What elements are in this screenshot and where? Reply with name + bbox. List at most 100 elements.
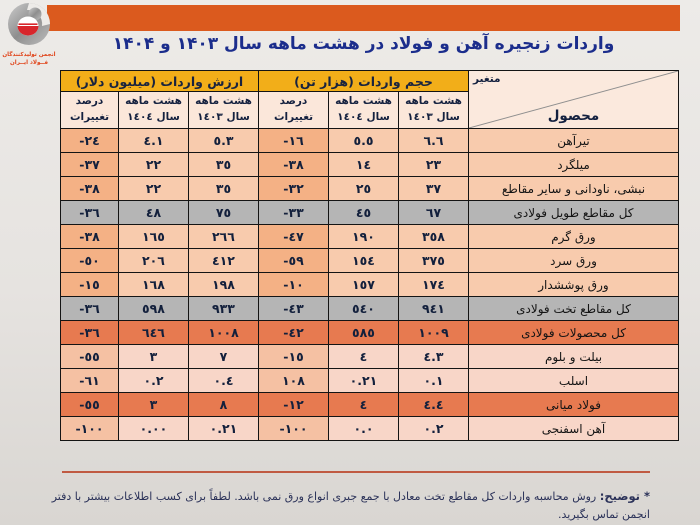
product-name: ورق پوششدار [468,272,679,297]
volume-1404-cell: ١٥٧ [328,272,399,297]
footer-separator-line [62,471,650,473]
value-1404-cell: ٤.١ [118,128,189,153]
volume-change-cell: -٣٣ [258,200,329,225]
value-change-cell: -٣٨ [60,224,119,249]
volume-change-cell: -١٠ [258,272,329,297]
product-name: کل محصولات فولادی [468,320,679,345]
imports-table-container: متغیر محصول حجم واردات (هزار تن) ارزش وا… [60,70,679,441]
value-change-cell: -١٥ [60,272,119,297]
value-1403-cell: ٣٥ [188,176,259,201]
value-1403-cell: ٠.٢١ [188,416,259,441]
sub-header-row: هشت ماهه سال ١٤٠٣ هشت ماهه سال ١٤٠٤ درصد… [60,91,679,129]
volume-1404-cell: ٤ [328,392,399,417]
value-1403-cell: ٠.٤ [188,368,259,393]
table-row: آهن اسفنجی ٠.٢ ٠.٠ -١٠٠ ٠.٢١ ٠.٠٠ -١٠٠ [60,416,679,441]
volume-1403-cell: ٦.٦ [398,128,469,153]
product-name: نبشی، ناودانی و سایر مقاطع [468,176,679,201]
table-row: کل مقاطع تخت فولادی ٩٤١ ٥٤٠ -٤٣ ٩٣٣ ٥٩٨ -٣٦ [60,296,679,321]
value-change-cell: -٥٥ [60,392,119,417]
volume-1403-header: هشت ماهه سال ١٤٠٣ [398,91,469,129]
volume-1403-cell: ١٧٤ [398,272,469,297]
value-1403-cell: ٤١٢ [188,248,259,273]
volume-1403-cell: ٩٤١ [398,296,469,321]
product-name: کل مقاطع طویل فولادی [468,200,679,225]
volume-change-cell: -١٢ [258,392,329,417]
value-1404-cell: ٠.٢ [118,368,189,393]
association-name-line2: فــولاد ایــران [10,59,48,66]
value-1404-cell: ٥٩٨ [118,296,189,321]
value-1403-cell: ٧ [188,344,259,369]
volume-change-cell: -٣٢ [258,176,329,201]
value-1404-cell: ٤٨ [118,200,189,225]
value-1404-cell: ٢٢ [118,176,189,201]
volume-1403-cell: ٢٣ [398,152,469,177]
volume-change-cell: -٣٨ [258,152,329,177]
value-change-cell: -٢٤ [60,128,119,153]
association-name-line1: انجمن تولیدکنندگان [2,52,56,58]
volume-change-cell: -١٦ [258,128,329,153]
value-1403-cell: ٥.٣ [188,128,259,153]
table-row: اسلب ٠.١ ٠.٢١ ١٠٨ ٠.٤ ٠.٢ -٦١ [60,368,679,393]
value-change-cell: -٥٠ [60,248,119,273]
volume-1403-cell: ٠.١ [398,368,469,393]
value-1404-cell: ٢٠٦ [118,248,189,273]
volume-1404-cell: ١٤ [328,152,399,177]
value-1404-cell: ٦٤٦ [118,320,189,345]
volume-1404-cell: ٢٥ [328,176,399,201]
table-row: نبشی، ناودانی و سایر مقاطع ٣٧ ٢٥ -٣٢ ٣٥ ٢٢ -٣٨ [60,176,679,201]
value-change-cell: -٣٧ [60,152,119,177]
volume-1403-cell: ٤.٤ [398,392,469,417]
table-row: ورق پوششدار ١٧٤ ١٥٧ -١٠ ١٩٨ ١٦٨ -١٥ [60,272,679,297]
value-change-cell: -٣٦ [60,200,119,225]
footnote-text: روش محاسبه واردات کل مقاطع تخت معادل با … [51,490,650,521]
product-name: میلگرد [468,152,679,177]
imports-table: متغیر محصول حجم واردات (هزار تن) ارزش وا… [60,70,679,441]
footnote: * توضیح: روش محاسبه واردات کل مقاطع تخت … [22,487,650,523]
value-1403-cell: ٣٥ [188,152,259,177]
product-name: بیلت و بلوم [468,344,679,369]
volume-1404-cell: ٥.٥ [328,128,399,153]
volume-change-header: درصد تغییرات [258,91,329,129]
value-group-header: ارزش واردات (میلیون دلار) [60,70,259,92]
volume-1404-cell: ١٥٤ [328,248,399,273]
value-1403-cell: ٨ [188,392,259,417]
footnote-label: * توضیح: [599,489,650,503]
table-row: تیرآهن ٦.٦ ٥.٥ -١٦ ٥.٣ ٤.١ -٢٤ [60,128,679,153]
top-banner [47,5,680,31]
volume-1403-cell: ١٠٠٩ [398,320,469,345]
volume-1403-cell: ٣٥٨ [398,224,469,249]
volume-1404-header: هشت ماهه سال ١٤٠٤ [328,91,399,129]
table-body: تیرآهن ٦.٦ ٥.٥ -١٦ ٥.٣ ٤.١ -٢٤ میلگرد ٢٣ ١٤ -٣٨ ٣٥ ٢… [60,128,679,441]
table-row: میلگرد ٢٣ ١٤ -٣٨ ٣٥ ٢٢ -٣٧ [60,152,679,177]
volume-1404-cell: ١٩٠ [328,224,399,249]
value-1404-cell: ٠.٠٠ [118,416,189,441]
value-1403-cell: ٩٣٣ [188,296,259,321]
volume-1404-cell: ٤٥ [328,200,399,225]
value-change-cell: -٣٨ [60,176,119,201]
association-name: انجمن تولیدکنندگان فــولاد ایــران [2,52,56,67]
volume-change-cell: -١٠٠ [258,416,329,441]
corner-product-label: محصول [547,108,600,124]
association-logo: انجمن تولیدکنندگان فــولاد ایــران [2,1,56,67]
value-change-cell: -٥٥ [60,344,119,369]
value-1403-cell: ٧٥ [188,200,259,225]
value-1403-header: هشت ماهه سال ١٤٠٣ [188,91,259,129]
volume-change-cell: -٤٧ [258,224,329,249]
volume-group-header: حجم واردات (هزار تن) [258,70,469,92]
value-1403-cell: ٢٦٦ [188,224,259,249]
table-row: ورق سرد ٣٧٥ ١٥٤ -٥٩ ٤١٢ ٢٠٦ -٥٠ [60,248,679,273]
volume-1403-cell: ٠.٢ [398,416,469,441]
corner-variable-label: متغیر [473,73,501,85]
volume-1404-cell: ٤ [328,344,399,369]
value-1404-cell: ١٦٨ [118,272,189,297]
diagonal-divider [469,71,678,128]
value-1404-cell: ٣ [118,392,189,417]
volume-change-cell: -٤٢ [258,320,329,345]
product-name: کل مقاطع تخت فولادی [468,296,679,321]
volume-1404-cell: ٠.٠ [328,416,399,441]
volume-1403-cell: ٦٧ [398,200,469,225]
volume-change-cell: -٥٩ [258,248,329,273]
volume-1403-cell: ٣٧٥ [398,248,469,273]
table-row: فولاد میانی ٤.٤ ٤ -١٢ ٨ ٣ -٥٥ [60,392,679,417]
value-change-cell: -٣٦ [60,320,119,345]
